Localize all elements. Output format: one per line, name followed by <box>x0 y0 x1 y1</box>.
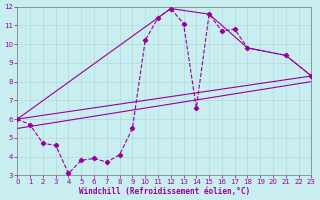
X-axis label: Windchill (Refroidissement éolien,°C): Windchill (Refroidissement éolien,°C) <box>79 187 250 196</box>
